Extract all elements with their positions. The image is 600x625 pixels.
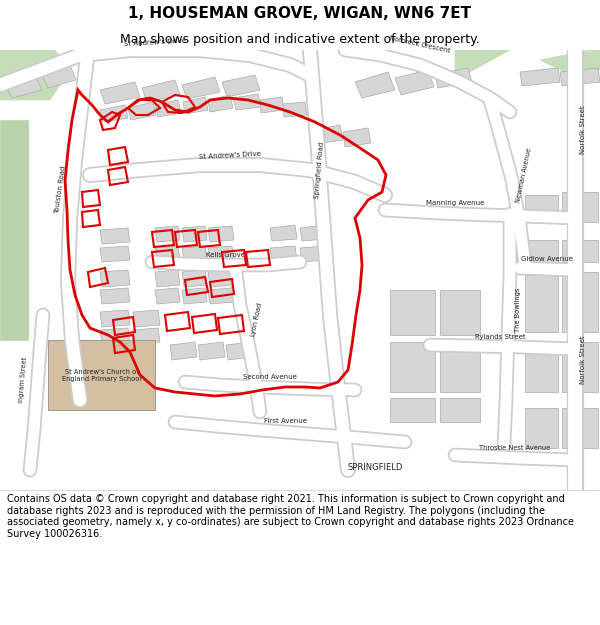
Text: Contains OS data © Crown copyright and database right 2021. This information is : Contains OS data © Crown copyright and d… — [7, 494, 574, 539]
Polygon shape — [226, 342, 252, 360]
Polygon shape — [100, 270, 130, 287]
Polygon shape — [283, 102, 307, 117]
Polygon shape — [133, 328, 160, 344]
Polygon shape — [355, 72, 395, 98]
Polygon shape — [343, 128, 371, 147]
Polygon shape — [440, 398, 480, 422]
Polygon shape — [182, 77, 220, 99]
Polygon shape — [560, 68, 600, 86]
Text: Norbreck Crescent: Norbreck Crescent — [389, 35, 451, 54]
Polygon shape — [562, 408, 598, 448]
Polygon shape — [540, 50, 600, 75]
Text: First Avenue: First Avenue — [263, 418, 307, 424]
Polygon shape — [155, 226, 180, 242]
Text: Toulston Road: Toulston Road — [53, 166, 67, 214]
Polygon shape — [455, 50, 510, 80]
Polygon shape — [155, 246, 180, 262]
Text: Manning Avenue: Manning Avenue — [426, 200, 484, 206]
Polygon shape — [0, 50, 70, 100]
Text: SPRINGFIELD: SPRINGFIELD — [347, 464, 403, 472]
Polygon shape — [525, 342, 558, 392]
Polygon shape — [100, 82, 140, 104]
Polygon shape — [395, 70, 434, 95]
Polygon shape — [0, 120, 28, 340]
Polygon shape — [42, 65, 76, 88]
Polygon shape — [525, 195, 558, 222]
Polygon shape — [222, 75, 260, 97]
Polygon shape — [182, 288, 207, 304]
Polygon shape — [100, 246, 130, 262]
Text: Ingram Street: Ingram Street — [18, 357, 28, 403]
Polygon shape — [170, 342, 197, 360]
Polygon shape — [208, 95, 233, 112]
Text: Springfield Road: Springfield Road — [314, 141, 325, 199]
Text: 1, HOUSEMAN GROVE, WIGAN, WN6 7ET: 1, HOUSEMAN GROVE, WIGAN, WN6 7ET — [128, 6, 472, 21]
Polygon shape — [233, 94, 261, 110]
Polygon shape — [435, 68, 472, 88]
Text: Lyon Road: Lyon Road — [250, 302, 263, 338]
Polygon shape — [5, 75, 42, 98]
Polygon shape — [155, 288, 180, 304]
Text: Kells Grove: Kells Grove — [205, 252, 245, 258]
Polygon shape — [300, 246, 327, 262]
Polygon shape — [128, 102, 156, 120]
Polygon shape — [390, 290, 435, 335]
Polygon shape — [155, 270, 180, 287]
Text: Throstle Nest Avenue: Throstle Nest Avenue — [479, 445, 551, 451]
Text: Rylands Street: Rylands Street — [475, 334, 526, 340]
Polygon shape — [390, 398, 435, 422]
Polygon shape — [198, 342, 225, 360]
Polygon shape — [48, 340, 155, 410]
Polygon shape — [440, 342, 480, 392]
Polygon shape — [142, 80, 180, 102]
Polygon shape — [525, 240, 558, 262]
Polygon shape — [562, 342, 598, 392]
Polygon shape — [525, 408, 558, 448]
Polygon shape — [100, 328, 130, 344]
Polygon shape — [520, 68, 560, 86]
Polygon shape — [182, 270, 207, 287]
Polygon shape — [133, 310, 160, 327]
Polygon shape — [100, 288, 130, 304]
Text: Newman Avenue: Newman Avenue — [515, 147, 533, 203]
Polygon shape — [100, 105, 128, 122]
Text: Norfolk Street: Norfolk Street — [580, 106, 586, 154]
Polygon shape — [208, 226, 234, 242]
Polygon shape — [562, 192, 598, 222]
Polygon shape — [300, 225, 327, 241]
Text: The Bowlings: The Bowlings — [515, 288, 521, 332]
Text: St Andrew's Church of
England Primary School: St Andrew's Church of England Primary Sc… — [62, 369, 142, 381]
Text: Norfolk Street: Norfolk Street — [580, 336, 586, 384]
Polygon shape — [208, 246, 234, 262]
Polygon shape — [182, 226, 207, 242]
Polygon shape — [208, 270, 234, 287]
Text: Gidlow Avenue: Gidlow Avenue — [521, 256, 573, 262]
Polygon shape — [440, 290, 480, 335]
Polygon shape — [208, 288, 234, 304]
Polygon shape — [270, 225, 297, 241]
Text: St Andrew's Drive: St Andrew's Drive — [124, 38, 186, 47]
Polygon shape — [100, 228, 130, 244]
Polygon shape — [525, 275, 558, 332]
Polygon shape — [183, 97, 208, 114]
Polygon shape — [390, 342, 435, 392]
Polygon shape — [100, 310, 130, 327]
Polygon shape — [562, 272, 598, 332]
Polygon shape — [270, 246, 297, 262]
Text: Second Avenue: Second Avenue — [243, 374, 297, 380]
Text: Map shows position and indicative extent of the property.: Map shows position and indicative extent… — [120, 32, 480, 46]
Polygon shape — [155, 100, 181, 117]
Polygon shape — [182, 246, 207, 262]
Text: St Andrew's Drive: St Andrew's Drive — [199, 151, 261, 160]
Polygon shape — [312, 125, 343, 144]
Polygon shape — [562, 240, 598, 262]
Polygon shape — [260, 97, 284, 113]
